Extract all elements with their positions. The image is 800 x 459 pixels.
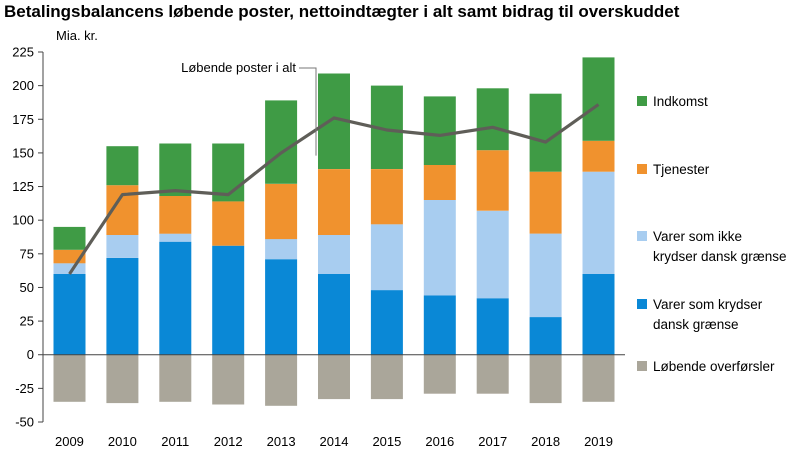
legend-label: Indkomst [653, 94, 708, 109]
y-tick-label: 150 [12, 145, 34, 160]
x-tick-label: 2009 [55, 434, 84, 449]
legend-swatch [637, 231, 647, 241]
y-tick-label: 200 [12, 78, 34, 93]
bar-2014-series-0 [318, 274, 350, 355]
legend-swatch [637, 361, 647, 371]
bar-2015-series-0 [370, 290, 403, 355]
bar-2009-series-3 [53, 226, 86, 250]
bar-2019-series-0 [582, 274, 615, 355]
legend-swatch [637, 164, 647, 174]
bar-2013-series-1 [265, 239, 298, 260]
legend-label: dansk grænse [653, 317, 739, 332]
bar-2019-series-1 [582, 171, 615, 274]
annotation-leader [299, 67, 317, 156]
bar-2018-series-4 [529, 354, 562, 404]
x-tick-label: 2011 [161, 434, 189, 449]
x-tick-label: 2017 [478, 434, 507, 449]
y-axis-unit-label: Mia. kr. [56, 28, 98, 43]
line-annotation: Løbende poster i alt [181, 60, 296, 75]
legend-label: Løbende overførsler [653, 359, 775, 374]
x-tick-label: 2019 [584, 434, 613, 449]
legend-label: Varer som krydser [653, 297, 763, 312]
bar-2012-series-2 [212, 201, 245, 246]
bar-2009-series-1 [53, 263, 86, 274]
legend: Indkomst Tjenester Varer som ikke krydser d… [637, 94, 787, 374]
legend-swatch [637, 96, 647, 106]
legend-label: krydser dansk grænse [653, 249, 787, 264]
y-tick-label: -25 [15, 381, 34, 396]
y-tick-label: 125 [12, 179, 34, 194]
bar-2011-series-4 [159, 354, 192, 402]
bar-2011-series-3 [159, 143, 192, 196]
x-tick-label: 2015 [372, 434, 401, 449]
bar-2016-series-3 [423, 96, 456, 165]
bar-2018-series-2 [529, 171, 562, 234]
bar-2017-series-4 [476, 354, 509, 394]
bar-2017-series-1 [476, 210, 509, 299]
legend-swatch [637, 299, 647, 309]
x-tick-label: 2016 [425, 434, 454, 449]
total-line [68, 103, 600, 275]
y-tick-label: 25 [20, 314, 34, 329]
bar-2014-series-2 [318, 169, 350, 235]
bar-2013-series-3 [265, 100, 298, 184]
bar-2015-series-2 [370, 169, 403, 225]
bar-2019-series-4 [582, 354, 615, 402]
y-tick-label: 100 [12, 213, 34, 228]
y-tick-label: 75 [20, 246, 34, 261]
bar-2019-series-3 [582, 57, 615, 141]
y-axis: -50 -25 0 25 50 75 100 125 150 175 200 225 [12, 45, 625, 430]
bar-2011-series-2 [159, 196, 192, 234]
bar-2010-series-0 [106, 257, 139, 355]
x-tick-label: 2012 [214, 434, 243, 449]
y-tick-label: 175 [12, 112, 34, 127]
bar-2012-series-4 [212, 354, 245, 405]
y-tick-label: 0 [27, 347, 34, 362]
bar-2014-series-4 [318, 354, 350, 400]
bar-2017-series-3 [476, 88, 509, 151]
bar-2016-series-1 [423, 200, 456, 296]
y-tick-label: 225 [12, 45, 34, 60]
bar-2012-series-3 [212, 143, 245, 202]
bar-2010-series-4 [106, 354, 139, 404]
x-tick-label: 2010 [108, 434, 137, 449]
bar-2009-series-0 [53, 274, 86, 355]
bar-2017-series-2 [476, 150, 509, 211]
bar-2016-series-0 [423, 295, 456, 355]
legend-label: Tjenester [653, 162, 710, 177]
bar-2013-series-4 [265, 354, 298, 406]
bar-2017-series-0 [476, 298, 509, 355]
y-tick-label: -50 [15, 415, 34, 430]
bar-2013-series-2 [265, 183, 298, 240]
x-tick-label: 2018 [531, 434, 560, 449]
bar-2011-series-0 [159, 241, 192, 355]
bar-2018-series-0 [529, 317, 562, 355]
bar-2015-series-4 [370, 354, 403, 400]
bar-2010-series-1 [106, 235, 139, 258]
bar-2009-series-4 [53, 354, 86, 402]
total-line-layer: Løbende poster i alt [68, 60, 600, 275]
chart-title: Betalingsbalancens løbende poster, netto… [4, 2, 680, 21]
bar-2013-series-0 [265, 259, 298, 355]
bar-2016-series-4 [423, 354, 456, 394]
bar-2015-series-1 [370, 224, 403, 291]
bars [53, 57, 615, 406]
legend-label: Varer som ikke [653, 229, 742, 244]
bar-2016-series-2 [423, 165, 456, 200]
y-tick-label: 50 [20, 280, 34, 295]
bar-2010-series-3 [106, 146, 139, 186]
x-tick-label: 2013 [267, 434, 296, 449]
bar-2014-series-1 [318, 235, 350, 274]
bar-2019-series-2 [582, 140, 615, 172]
bar-2012-series-0 [212, 245, 245, 355]
bar-2018-series-1 [529, 233, 562, 317]
x-axis: 2009 2010 2011 2012 2013 2014 2015 2016 2017 2018… [55, 434, 613, 449]
bar-2011-series-1 [159, 233, 192, 242]
x-tick-label: 2014 [320, 434, 349, 449]
